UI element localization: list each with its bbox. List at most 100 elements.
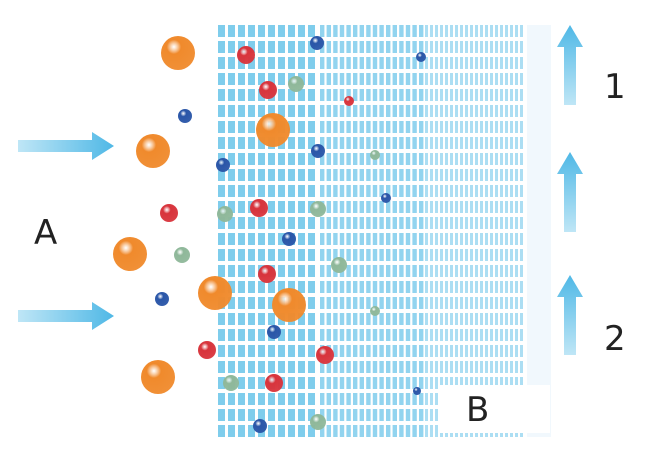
grid-cell <box>425 25 428 37</box>
grid-cell <box>445 25 448 37</box>
grid-cell <box>510 41 513 53</box>
grid-cell <box>326 409 331 421</box>
grid-cell <box>238 297 245 309</box>
grid-cell <box>412 249 417 261</box>
grid-cell <box>465 41 468 53</box>
grid-cell <box>520 137 523 149</box>
grid-cell <box>510 121 513 133</box>
grid-cell <box>258 217 265 229</box>
grid-cell <box>485 297 488 309</box>
grid-cell <box>339 249 345 261</box>
grid-cell <box>495 313 498 325</box>
grid-cell <box>465 169 468 181</box>
grid-cell <box>465 377 468 389</box>
grid-cell <box>326 329 331 341</box>
grid-cell <box>379 393 384 405</box>
grid-cell <box>480 137 483 149</box>
grid-cell <box>412 217 417 229</box>
grid-cell <box>346 153 351 165</box>
grid-cell <box>228 105 235 117</box>
grid-cell <box>248 169 255 181</box>
grid-cell <box>339 425 345 437</box>
grid-cell <box>450 265 453 277</box>
grid-cell <box>288 425 295 437</box>
grid-cell <box>298 265 305 277</box>
grid-cell <box>465 217 468 229</box>
grid-cell <box>505 297 508 309</box>
grid-cell <box>366 425 371 437</box>
grid-cell <box>510 137 513 149</box>
grid-cell <box>435 297 438 309</box>
grid-cell <box>445 265 448 277</box>
grid-cell <box>372 313 378 325</box>
grid-cell <box>346 409 351 421</box>
grid-cell <box>238 169 245 181</box>
grid-cell <box>238 345 245 357</box>
grid-cell <box>339 137 345 149</box>
grid-cell <box>445 89 448 101</box>
grid-cell <box>379 249 384 261</box>
grid-cell <box>430 361 433 373</box>
grid-cell <box>405 137 411 149</box>
grid-cell <box>308 137 315 149</box>
grid-cell <box>298 57 305 69</box>
grid-cell <box>372 297 378 309</box>
grid-cell <box>238 73 245 85</box>
grid-cell <box>430 169 433 181</box>
grid-cell <box>505 105 508 117</box>
grid-cell <box>505 73 508 85</box>
grid-cell <box>278 233 285 245</box>
grid-cell <box>445 185 448 197</box>
grid-cell <box>258 233 265 245</box>
grid-cell <box>465 57 468 69</box>
grid-cell <box>475 185 478 197</box>
grid-cell <box>455 89 458 101</box>
grid-cell <box>298 393 305 405</box>
grid-cell <box>359 89 364 101</box>
grid-cell <box>228 249 235 261</box>
grid-cell <box>353 185 358 197</box>
grid-cell <box>278 409 285 421</box>
grid-cell <box>435 137 438 149</box>
grid-cell <box>278 329 285 341</box>
grid-cell <box>460 169 463 181</box>
grid-cell <box>460 217 463 229</box>
grid-cell <box>412 73 417 85</box>
flow-arrow-right-icon <box>18 302 114 330</box>
grid-cell <box>333 169 338 181</box>
grid-cell <box>500 201 503 213</box>
grid-cell <box>339 89 345 101</box>
grid-cell <box>495 185 498 197</box>
green-particle <box>370 150 380 160</box>
grid-cell <box>470 329 473 341</box>
grid-cell <box>405 89 411 101</box>
grid-cell <box>339 121 345 133</box>
grid-cell <box>419 201 424 213</box>
grid-cell <box>308 185 315 197</box>
grid-cell <box>470 281 473 293</box>
grid-cell <box>372 345 378 357</box>
grid-cell <box>359 361 364 373</box>
grid-cell <box>405 201 411 213</box>
grid-cell <box>460 137 463 149</box>
grid-cell <box>366 361 371 373</box>
grid-cell <box>366 137 371 149</box>
grid-cell <box>470 169 473 181</box>
grid-cell <box>353 281 358 293</box>
grid-cell <box>475 201 478 213</box>
grid-cell <box>495 41 498 53</box>
grid-cell <box>346 25 351 37</box>
grid-cell <box>372 281 378 293</box>
grid-cell <box>435 121 438 133</box>
grid-cell <box>326 105 331 117</box>
grid-cell <box>435 105 438 117</box>
grid-cell <box>386 265 391 277</box>
grid-cell <box>308 121 315 133</box>
grid-cell <box>425 137 428 149</box>
grid-cell <box>320 265 325 277</box>
grid-cell <box>490 249 493 261</box>
grid-cell <box>320 281 325 293</box>
grid-cell <box>405 169 411 181</box>
grid-cell <box>366 249 371 261</box>
grid-cell <box>353 361 358 373</box>
